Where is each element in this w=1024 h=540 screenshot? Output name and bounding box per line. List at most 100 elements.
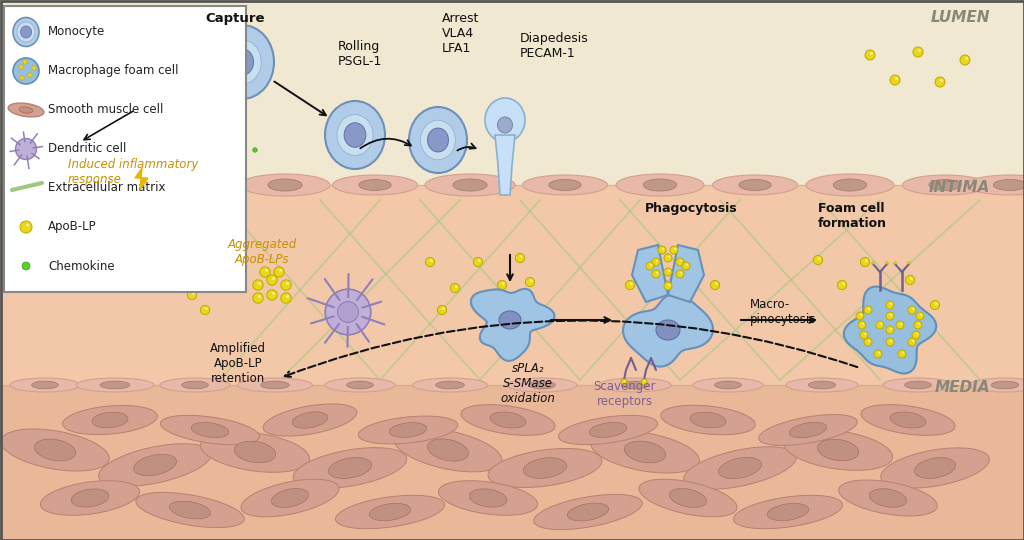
- Circle shape: [253, 280, 263, 290]
- Circle shape: [187, 291, 197, 300]
- Circle shape: [890, 340, 892, 342]
- Circle shape: [58, 65, 60, 68]
- Circle shape: [965, 57, 968, 60]
- Circle shape: [13, 58, 39, 84]
- Ellipse shape: [71, 489, 109, 507]
- Circle shape: [502, 282, 505, 285]
- Circle shape: [495, 305, 498, 308]
- Ellipse shape: [358, 179, 391, 191]
- Ellipse shape: [62, 406, 158, 435]
- Ellipse shape: [883, 378, 953, 392]
- Text: Macrophage foam cell: Macrophage foam cell: [48, 64, 178, 78]
- Circle shape: [273, 267, 285, 277]
- Circle shape: [442, 307, 444, 310]
- Circle shape: [326, 289, 371, 335]
- Ellipse shape: [333, 175, 418, 195]
- Text: sPLA₂
S-SMase
oxidation: sPLA₂ S-SMase oxidation: [501, 362, 555, 405]
- Ellipse shape: [616, 174, 705, 196]
- Ellipse shape: [389, 423, 427, 437]
- Ellipse shape: [969, 378, 1024, 392]
- Circle shape: [206, 255, 215, 265]
- Ellipse shape: [834, 179, 866, 191]
- Circle shape: [880, 323, 883, 325]
- Ellipse shape: [427, 439, 469, 461]
- Ellipse shape: [263, 404, 356, 436]
- Circle shape: [868, 340, 870, 342]
- Circle shape: [813, 255, 822, 265]
- Ellipse shape: [181, 381, 208, 389]
- Ellipse shape: [271, 489, 308, 508]
- Ellipse shape: [241, 479, 339, 517]
- Ellipse shape: [783, 430, 893, 470]
- Circle shape: [27, 224, 30, 227]
- Ellipse shape: [268, 179, 302, 191]
- Text: Chemokine: Chemokine: [48, 260, 115, 273]
- Circle shape: [437, 306, 446, 315]
- Circle shape: [5, 80, 15, 90]
- Circle shape: [272, 277, 275, 280]
- Circle shape: [515, 253, 524, 262]
- Circle shape: [652, 258, 660, 266]
- Ellipse shape: [17, 22, 35, 42]
- Circle shape: [338, 301, 358, 322]
- Circle shape: [908, 338, 916, 346]
- Bar: [0, 185, 1024, 385]
- Polygon shape: [495, 135, 515, 195]
- Circle shape: [42, 32, 45, 35]
- Text: Induced inflammatory
response: Induced inflammatory response: [68, 158, 199, 186]
- Circle shape: [868, 308, 870, 310]
- Ellipse shape: [98, 444, 211, 487]
- Ellipse shape: [158, 175, 243, 195]
- Circle shape: [223, 280, 232, 289]
- Ellipse shape: [719, 457, 762, 478]
- Circle shape: [912, 331, 920, 339]
- Circle shape: [630, 282, 633, 285]
- Circle shape: [663, 248, 665, 250]
- Ellipse shape: [861, 404, 955, 435]
- Circle shape: [886, 326, 894, 334]
- Circle shape: [267, 275, 278, 285]
- Ellipse shape: [169, 501, 211, 519]
- Circle shape: [886, 301, 894, 309]
- Text: Rolling
PSGL-1: Rolling PSGL-1: [338, 40, 382, 68]
- Polygon shape: [135, 168, 148, 190]
- Ellipse shape: [184, 179, 216, 191]
- Circle shape: [876, 321, 884, 329]
- Circle shape: [15, 138, 37, 159]
- Polygon shape: [623, 293, 713, 367]
- Ellipse shape: [643, 179, 677, 191]
- Circle shape: [10, 82, 13, 85]
- Ellipse shape: [102, 179, 138, 191]
- Ellipse shape: [100, 381, 130, 389]
- Ellipse shape: [35, 179, 66, 191]
- Ellipse shape: [191, 422, 228, 437]
- Ellipse shape: [914, 457, 955, 478]
- Ellipse shape: [786, 378, 858, 392]
- Circle shape: [668, 284, 671, 286]
- Circle shape: [23, 47, 33, 57]
- Circle shape: [910, 278, 912, 280]
- Ellipse shape: [436, 381, 464, 389]
- Circle shape: [258, 282, 261, 285]
- Ellipse shape: [670, 489, 707, 508]
- Ellipse shape: [622, 381, 648, 389]
- Ellipse shape: [549, 179, 582, 191]
- Circle shape: [642, 258, 645, 260]
- Circle shape: [860, 314, 862, 316]
- Circle shape: [862, 323, 864, 325]
- Ellipse shape: [534, 495, 642, 530]
- Circle shape: [668, 269, 671, 272]
- Circle shape: [864, 306, 872, 314]
- Circle shape: [281, 280, 291, 290]
- Circle shape: [281, 293, 291, 303]
- Ellipse shape: [240, 174, 330, 196]
- Circle shape: [12, 19, 15, 22]
- Ellipse shape: [325, 101, 385, 169]
- Text: Diapedesis
PECAM-1: Diapedesis PECAM-1: [520, 32, 589, 60]
- Bar: [0, 0, 1024, 185]
- Circle shape: [676, 258, 684, 266]
- Circle shape: [818, 258, 820, 260]
- Circle shape: [940, 79, 943, 82]
- Ellipse shape: [73, 174, 168, 196]
- Ellipse shape: [210, 25, 274, 99]
